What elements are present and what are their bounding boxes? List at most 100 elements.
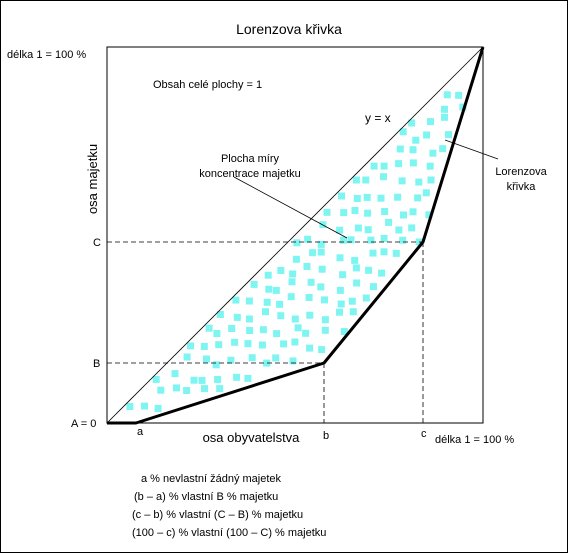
lorenz-curve [107,46,485,425]
fill-square [380,248,388,256]
fill-square [157,386,165,394]
fill-square [214,376,222,383]
x-tick-c: c [421,428,427,440]
fill-square [323,208,331,216]
fill-square [141,402,148,410]
fill-square [154,405,162,412]
fill-square [353,279,361,287]
fill-square [289,270,297,278]
curve-label-1: Lorenzova [495,166,547,178]
fill-square [336,308,343,316]
fill-square [394,193,402,201]
fill-square [291,315,299,323]
fill-square [392,249,400,257]
fill-square [244,374,252,382]
y-tick-b: B [93,358,100,370]
fill-square [152,375,160,383]
x-axis-title: osa obyvatelstva [203,430,301,445]
fill-square [340,328,348,335]
legend-line-3: (c – b) % vlastní (C – B) % majetku [132,509,303,521]
fill-square [272,354,280,362]
fill-square [205,324,213,332]
fill-square [264,271,272,279]
fill-square [423,131,431,139]
fill-square [347,236,355,244]
fill-square [245,315,253,323]
fill-square [227,356,235,364]
fill-square [340,236,347,244]
fill-square [201,385,208,393]
fill-square [459,103,467,111]
fill-square [339,271,347,279]
fill-square [280,340,288,348]
fill-square [263,359,271,367]
fill-square [265,285,273,293]
fill-square [441,113,448,121]
fill-square [244,340,252,348]
fill-square [414,194,422,202]
fill-square [317,240,325,248]
fill-square [272,286,280,294]
fill-square [231,338,239,346]
fill-square [422,189,430,197]
fill-square [415,178,423,186]
fill-square [338,192,345,200]
concentration-pointer [233,176,348,239]
fill-square [259,326,267,334]
fill-square [228,325,236,332]
fill-square [408,119,416,127]
fill-square [173,384,180,392]
fill-square [377,194,385,202]
fill-square [293,239,301,247]
fill-square [365,266,373,274]
fill-square [385,218,393,226]
diagonal-label: y = x [365,111,391,125]
fill-square [336,254,344,262]
fill-square [370,283,377,291]
legend-line-2: (b – a) % vlastní B % majetku [134,491,278,503]
fill-square [354,224,362,232]
fill-square [126,403,134,410]
fill-square [399,236,407,244]
fill-square [288,278,296,286]
legend-line-4: (100 – c) % vlastní (100 – C) % majetku [132,527,326,539]
fill-square [412,136,420,144]
fill-square [348,297,356,305]
fill-square [370,162,378,170]
fill-square [291,338,299,346]
fill-square [340,209,348,217]
fill-square [378,269,386,277]
fill-square [398,177,406,185]
fill-square [400,211,407,219]
fill-square [362,176,370,184]
fill-square [396,145,404,153]
x-max-label: délka 1 = 100 % [435,434,514,446]
y-axis-title: osa majetku [85,144,100,214]
fill-square [258,341,266,349]
fill-square [203,355,210,363]
fill-square [455,91,463,99]
fill-square [445,131,452,139]
fill-square [336,286,344,294]
fill-square [306,344,314,352]
fill-square [246,327,254,334]
fill-square [304,235,312,243]
fill-square [250,280,258,288]
fill-square [364,209,372,217]
fill-square [426,162,434,170]
fill-square [306,311,314,319]
fill-square [277,267,285,274]
fill-square [305,294,313,301]
plot-box [106,46,484,424]
fill-square [351,256,359,264]
fill-square [263,298,271,306]
fill-square [441,105,448,113]
fill-square [443,91,451,99]
y-tick-c: C [93,237,101,249]
fill-square [277,312,285,320]
legend-line-1: a % nevlastní žádný majetek [141,473,282,485]
fill-square [362,294,370,302]
fill-square [352,176,360,184]
